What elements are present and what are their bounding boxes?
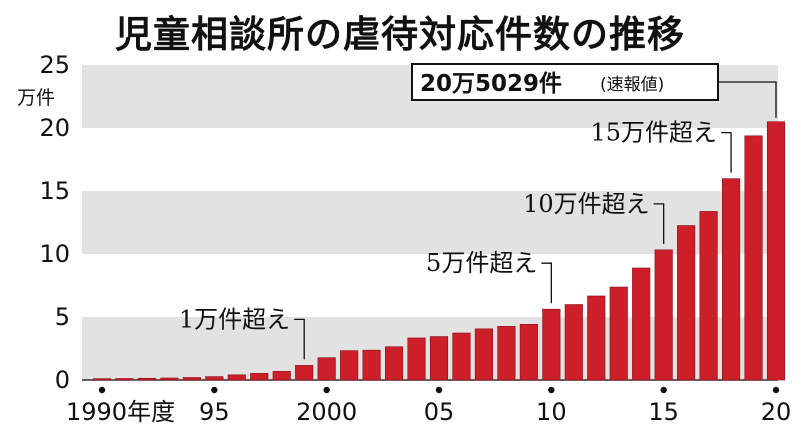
x-tick-dot [548, 386, 555, 394]
bar-2004 [407, 337, 426, 381]
x-tick-label: 1990年度 [66, 398, 175, 426]
x-tick-label: 95 [199, 398, 230, 426]
annotation-label: 10万件超え [523, 190, 650, 218]
bar-2013 [609, 286, 628, 381]
bar-1992 [137, 377, 156, 381]
x-tick-dot [323, 386, 330, 394]
annotation-leader [541, 262, 552, 304]
annotation-label: 1万件超え [179, 305, 290, 333]
annotation-label: 15万件超え [591, 119, 718, 147]
x-tick-label: 20 [761, 398, 792, 426]
y-axis-ticks: 0 5 10 15 20 25 [39, 51, 70, 394]
x-tick-label: 2000 [296, 398, 357, 426]
bar-1997 [250, 373, 269, 381]
bar-1998 [272, 371, 291, 381]
bar-2012 [587, 295, 606, 381]
bar-2002 [362, 349, 381, 381]
bar-1993 [160, 377, 179, 381]
callout-note: (速報値) [600, 75, 664, 95]
chart-title: 児童相談所の虐待対応件数の推移 [115, 13, 685, 56]
annotation-label: 5万件超え [426, 249, 537, 277]
annotations: 1万件超え 5万件超え 10万件超え 15万件超え [179, 119, 732, 360]
bar-2006 [452, 332, 471, 381]
bar-2016 [677, 225, 696, 381]
bar-2008 [497, 326, 516, 381]
bar-2020 [766, 121, 786, 381]
x-tick-dot [660, 386, 667, 394]
bar-2018 [722, 178, 741, 381]
bar-2010 [542, 308, 561, 381]
callout-value: 20万5029件 [420, 71, 562, 97]
bar-2017 [699, 211, 718, 381]
x-axis-ticks: 1990年度 95 2000 05 10 15 20 [66, 386, 792, 426]
bar-2007 [474, 328, 493, 381]
bar-2001 [340, 350, 359, 381]
y-tick-label: 0 [55, 366, 70, 394]
bar-1996 [227, 374, 246, 381]
y-tick-label: 25 [39, 51, 70, 79]
x-tick-label: 05 [424, 398, 455, 426]
callout-leader [718, 81, 777, 118]
annotation-leader [721, 132, 732, 173]
x-tick-dot [211, 386, 218, 394]
bar-2000 [317, 357, 336, 381]
bar-2011 [564, 304, 583, 381]
bar-1999 [295, 365, 314, 381]
value-callout: 20万5029件 (速報値) [411, 63, 777, 118]
bar-1990 [92, 378, 112, 381]
x-tick-dot [772, 386, 780, 394]
bar-1994 [182, 377, 201, 381]
annotation-leader [653, 203, 665, 244]
y-tick-label: 15 [39, 177, 70, 205]
bars [92, 121, 786, 381]
x-tick-dot [435, 386, 443, 394]
x-tick-label: 10 [536, 398, 567, 426]
annotation-leader [294, 318, 305, 360]
band-10 [82, 191, 778, 254]
y-tick-label: 20 [39, 114, 70, 142]
bar-2015 [654, 249, 673, 381]
bar-1991 [115, 378, 134, 381]
callout-box [411, 63, 719, 101]
x-tick-label: 15 [648, 398, 679, 426]
bar-2005 [429, 336, 449, 381]
y-tick-label: 5 [55, 303, 70, 331]
bar-2019 [744, 135, 763, 381]
band-15 [82, 128, 778, 191]
bar-2014 [632, 267, 651, 381]
bar-2003 [385, 346, 404, 381]
y-tick-label: 10 [39, 240, 70, 268]
x-tick-dot [98, 386, 106, 394]
y-axis-unit: 万件 [17, 87, 55, 109]
bar-2009 [519, 324, 538, 381]
bar-1995 [205, 376, 224, 381]
